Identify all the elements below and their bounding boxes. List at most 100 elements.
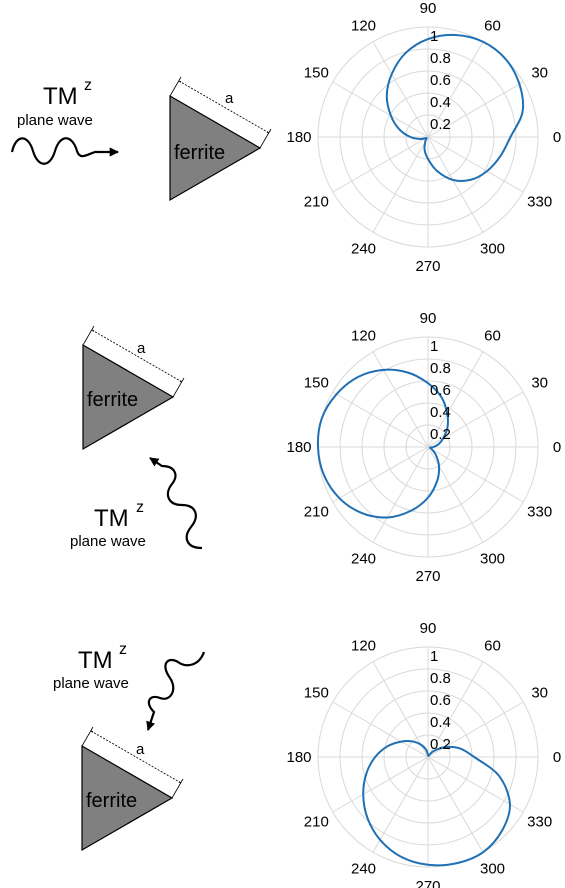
radial-tick-label: 1 <box>430 648 438 665</box>
angle-tick-label: 120 <box>351 327 376 344</box>
dimension-extension-line <box>172 377 185 398</box>
angle-tick-label: 210 <box>304 504 329 521</box>
angle-tick-label: 90 <box>420 620 437 637</box>
grid-spoke <box>427 661 484 758</box>
radial-tick-label: 0.8 <box>430 670 451 687</box>
grid-spoke <box>372 136 429 233</box>
angle-tick-label: 30 <box>531 65 548 82</box>
grid-spoke <box>427 136 524 193</box>
radial-tick-label: 0.2 <box>430 116 451 133</box>
wavy-arrow-icon <box>10 137 119 165</box>
radial-tick-label: 0.4 <box>430 404 451 421</box>
angle-tick-label: 120 <box>351 637 376 654</box>
grid-spoke <box>427 756 484 853</box>
angle-tick-label: 120 <box>351 17 376 34</box>
polar-chart-1: 0 30 60 90 120 150 180 210 240 270 300 330 0.2 0.4 0.6… <box>286 0 561 275</box>
grid-spoke <box>372 446 429 543</box>
radial-tick-label: 1 <box>430 28 438 45</box>
angle-tick-label: 300 <box>480 551 505 568</box>
angle-tick-label: 150 <box>304 65 329 82</box>
angle-tick-label: 30 <box>531 685 548 702</box>
angle-tick-label: 0 <box>553 129 561 146</box>
plane-wave-label: plane wave <box>70 533 146 550</box>
grid-spoke <box>427 446 524 503</box>
angle-tick-label: 0 <box>553 439 561 456</box>
grid-spoke <box>427 351 484 448</box>
grid-spoke <box>427 41 484 138</box>
angle-tick-label: 30 <box>531 375 548 392</box>
grid-spoke <box>332 136 429 193</box>
dimension-label: a <box>136 741 145 758</box>
panel-2: ferrite a TM z plane wave <box>70 325 203 550</box>
radial-tick-label: 0.6 <box>430 382 451 399</box>
tm-label: TM <box>94 505 129 532</box>
grid-spoke <box>372 661 429 758</box>
wavy-arrow-icon <box>146 651 206 731</box>
polar-chart-3: 0 30 60 90 120 150 180 210 240 270 300 330 0.2 0.4 0.6… <box>286 620 561 888</box>
tm-label: TM <box>43 83 78 110</box>
grid-spoke <box>372 756 429 853</box>
dimension-extension-line <box>259 128 272 149</box>
angle-tick-label: 210 <box>304 814 329 831</box>
angle-tick-label: 0 <box>553 749 561 766</box>
grid-spoke <box>427 446 484 543</box>
radial-tick-label: 0.4 <box>430 714 451 731</box>
angle-tick-label: 270 <box>415 258 440 275</box>
angle-tick-label: 60 <box>484 327 501 344</box>
radial-tick-label: 1 <box>430 338 438 355</box>
pattern-curve <box>316 368 449 519</box>
angle-tick-label: 150 <box>304 375 329 392</box>
angle-tick-label: 180 <box>286 129 311 146</box>
plane-wave-label: plane wave <box>17 112 93 129</box>
angle-tick-label: 270 <box>415 878 440 888</box>
angle-tick-label: 90 <box>420 310 437 327</box>
grid-spoke <box>372 351 429 448</box>
panel-1: TM z plane wave ferrite a <box>10 76 272 202</box>
angle-tick-label: 330 <box>527 814 552 831</box>
grid-spoke <box>332 81 429 138</box>
angle-tick-label: 240 <box>351 241 376 258</box>
pattern-curve <box>385 33 525 182</box>
angle-tick-label: 60 <box>484 637 501 654</box>
dimension-label: a <box>137 340 146 357</box>
tm-superscript: z <box>136 499 144 516</box>
angle-tick-label: 210 <box>304 194 329 211</box>
tm-superscript: z <box>84 77 92 94</box>
angle-tick-label: 240 <box>351 551 376 568</box>
tm-label: TM <box>78 647 113 674</box>
radial-tick-label: 0.6 <box>430 692 451 709</box>
angle-tick-label: 300 <box>480 861 505 878</box>
radial-tick-label: 0.2 <box>430 426 451 443</box>
polar-charts: 03060901201501802102402703003300.20.40.6… <box>286 0 561 888</box>
ferrite-label: ferrite <box>86 790 137 812</box>
tm-superscript: z <box>119 641 127 658</box>
angle-tick-label: 300 <box>480 241 505 258</box>
radial-tick-label: 0.6 <box>430 72 451 89</box>
dimension-extension-line <box>171 778 184 799</box>
radial-tick-label: 0.2 <box>430 736 451 753</box>
angle-tick-label: 150 <box>304 685 329 702</box>
grid-spoke <box>332 446 429 503</box>
grid-spoke <box>332 391 429 448</box>
ferrite-label: ferrite <box>174 142 225 164</box>
angle-tick-label: 240 <box>351 861 376 878</box>
angle-tick-label: 270 <box>415 568 440 585</box>
dimension-extension-line <box>82 325 95 346</box>
angle-tick-label: 180 <box>286 439 311 456</box>
grid-spoke <box>332 756 429 813</box>
dimension-extension-line <box>81 726 94 747</box>
angle-tick-label: 180 <box>286 749 311 766</box>
radial-tick-label: 0.8 <box>430 360 451 377</box>
radial-tick-label: 0.8 <box>430 50 451 67</box>
angle-tick-label: 60 <box>484 17 501 34</box>
radial-tick-label: 0.4 <box>430 94 451 111</box>
plane-wave-label: plane wave <box>53 675 129 692</box>
grid-spoke <box>332 701 429 758</box>
grid-spoke <box>427 81 524 138</box>
angle-tick-label: 330 <box>527 194 552 211</box>
dimension-label: a <box>225 90 234 107</box>
polar-chart-2: 0 30 60 90 120 150 180 210 240 270 300 330 0.2 0.4 0.6… <box>286 310 561 585</box>
panel-3: TM z plane wave ferrite a <box>53 641 206 852</box>
grid-spoke <box>427 756 524 813</box>
